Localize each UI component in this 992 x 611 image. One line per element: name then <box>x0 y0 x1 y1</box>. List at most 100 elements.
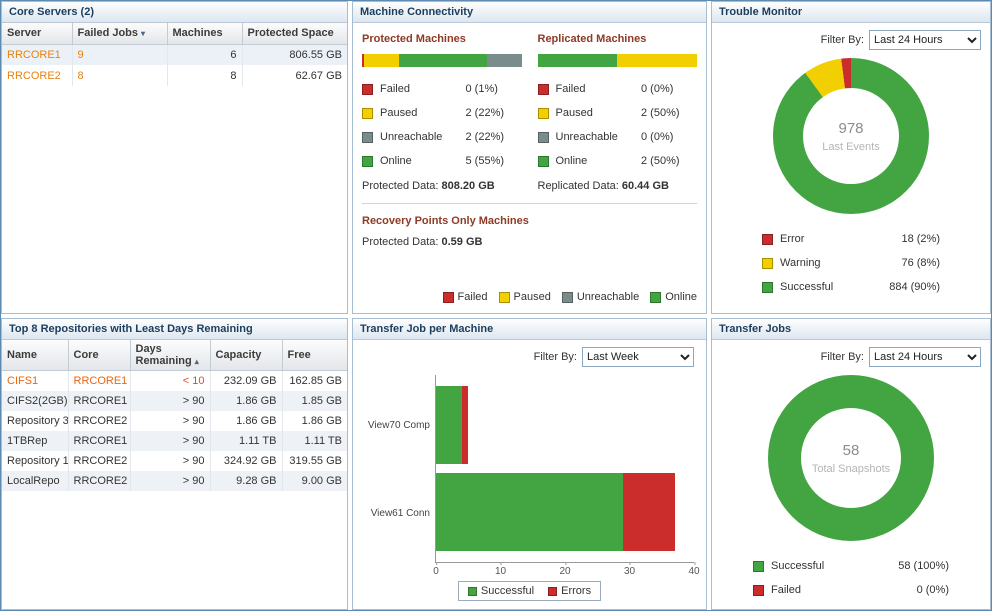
column-header-protected-space[interactable]: Protected Space <box>241 23 347 45</box>
category-label: View61 Conn <box>370 507 430 519</box>
panel-title: Core Servers (2) <box>9 6 94 18</box>
legend-item: Successful 58 (100%) <box>753 554 949 578</box>
table-header-row: Name Core Days Remaining ▴ Capacity Free <box>2 340 347 371</box>
online-color-swatch-icon <box>537 155 549 167</box>
x-axis: 0 10 20 30 40 <box>433 562 700 578</box>
bar-segment-paused <box>364 54 399 67</box>
legend-label: Failed <box>555 83 586 95</box>
column-header-server[interactable]: Server <box>2 23 73 45</box>
panel-trouble-monitor: Trouble Monitor Filter By: Last 24 Hours… <box>711 1 991 314</box>
capacity-value: 1.11 TB <box>210 430 283 451</box>
core-name: RRCORE1 <box>68 370 131 391</box>
trouble-monitor-filter-select[interactable]: Last 24 Hours <box>869 30 981 50</box>
column-header-capacity[interactable]: Capacity <box>209 340 283 371</box>
transfer-jobs-filter-select[interactable]: Last 24 Hours <box>869 347 981 367</box>
bar-segment-successful <box>436 473 624 552</box>
panel-machine-connectivity: Machine Connectivity Protected Machines … <box>352 1 707 314</box>
filter-row: Filter By: Last 24 Hours <box>712 340 990 367</box>
legend-item: Successful <box>467 585 534 597</box>
core-name: RRCORE1 <box>68 430 131 451</box>
sort-asc-icon: ▴ <box>194 357 199 366</box>
transfer-job-bar-chart: View70 Comp View61 Conn 0 10 20 30 40 <box>365 375 700 577</box>
filter-by-label: Filter By: <box>820 351 864 363</box>
bar-view61conn <box>436 473 694 552</box>
column-header-core[interactable]: Core <box>67 340 131 371</box>
bar-view70comp <box>436 385 694 464</box>
table-row: Repository 3 RRCORE2 > 90 1.86 GB 1.86 G… <box>2 410 347 431</box>
panel-transfer-jobs: Transfer Jobs Filter By: Last 24 Hours 5… <box>711 318 991 610</box>
bar-segment-online <box>537 54 618 67</box>
legend-item: Paused 2 (22%) <box>362 101 522 125</box>
section-divider <box>362 203 697 204</box>
panel-transfer-jobs-body: Filter By: Last 24 Hours 58 Total Snapsh… <box>712 340 990 609</box>
successful-color-swatch-icon <box>762 281 773 293</box>
legend-label: Online <box>380 155 412 167</box>
days-remaining-value: > 90 <box>130 470 211 491</box>
column-header-failed-jobs[interactable]: Failed Jobs ▾ <box>71 23 168 45</box>
legend-item: Successful 884 (90%) <box>762 275 940 299</box>
legend-value: 2 (50%) <box>641 155 680 167</box>
failed-color-swatch-icon <box>442 291 454 303</box>
core-name: RRCORE2 <box>68 410 131 431</box>
donut-center: 58 Total Snapshots <box>801 408 901 508</box>
legend-item: Failed 0 (0%) <box>753 578 949 602</box>
successful-color-swatch-icon <box>753 560 764 572</box>
core-server-link[interactable]: RRCORE2 <box>2 65 73 86</box>
repository-name: CIFS2(2GB) <box>2 390 69 411</box>
table-row: 1TBRep RRCORE1 > 90 1.11 TB 1.11 TB <box>2 430 347 451</box>
category-label: View70 Comp <box>367 419 430 431</box>
legend-item: Paused 2 (50%) <box>537 101 698 125</box>
column-header-name[interactable]: Name <box>2 340 69 371</box>
bar-segment-errors <box>461 385 469 464</box>
legend-value: 2 (22%) <box>465 131 505 143</box>
legend-label: Paused <box>380 107 418 119</box>
table-row: LocalRepo RRCORE2 > 90 9.28 GB 9.00 GB <box>2 470 347 491</box>
failed-jobs-count[interactable]: 9 <box>72 44 168 65</box>
core-server-link[interactable]: RRCORE1 <box>2 44 73 65</box>
panel-transfer-job-per-machine-header: Transfer Job per Machine <box>353 319 706 340</box>
failed-jobs-count[interactable]: 8 <box>72 65 168 86</box>
data-value: 60.44 GB <box>621 180 669 192</box>
column-header-days-remaining[interactable]: Days Remaining ▴ <box>129 340 211 371</box>
unreachable-color-swatch-icon <box>561 291 573 303</box>
repository-name: Repository 3 <box>2 410 69 431</box>
capacity-value: 232.09 GB <box>210 370 283 391</box>
bar-segment-online <box>399 54 487 67</box>
days-remaining-value: > 90 <box>130 430 211 451</box>
panel-title: Machine Connectivity <box>360 6 474 18</box>
column-header-free[interactable]: Free <box>281 340 347 371</box>
transfer-job-filter-select[interactable]: Last Week <box>582 347 694 367</box>
legend-label: Unreachable <box>380 131 443 143</box>
legend-label: Paused <box>555 107 593 119</box>
free-space-value: 1.85 GB <box>301 394 342 407</box>
x-axis-tick-label: 0 <box>433 562 439 577</box>
protected-data-summary: Protected Data: 808.20 GB <box>362 180 522 192</box>
section-heading: Replicated Machines <box>537 33 647 45</box>
legend-item: Online 2 (50%) <box>537 149 698 173</box>
error-color-swatch-icon <box>762 233 773 245</box>
legend-item: Failed <box>442 291 488 303</box>
failed-color-swatch-icon <box>362 83 373 95</box>
unreachable-color-swatch-icon <box>537 131 549 143</box>
section-heading: Recovery Points Only Machines <box>362 215 529 227</box>
data-label: Protected Data: <box>362 236 439 248</box>
core-servers-table: Server Failed Jobs ▾ Machines Protected S… <box>2 23 347 86</box>
column-header-machines[interactable]: Machines <box>166 23 243 45</box>
table-header-row: Server Failed Jobs ▾ Machines Protected S… <box>2 23 347 45</box>
core-name: RRCORE2 <box>68 470 131 491</box>
repository-name: 1TBRep <box>2 430 69 451</box>
panel-transfer-job-per-machine: Transfer Job per Machine Filter By: Last… <box>352 318 707 610</box>
table-row: Repository 1 RRCORE2 > 90 324.92 GB 319.… <box>2 450 347 471</box>
legend-label: Successful <box>780 281 834 293</box>
events-count: 978 <box>838 119 864 137</box>
legend-value: 0 (0%) <box>641 131 674 143</box>
filter-row: Filter By: Last Week <box>365 340 694 367</box>
legend-label: Unreachable <box>555 131 618 143</box>
legend-item: Errors <box>548 585 591 597</box>
free-space-value: 1.11 TB <box>304 434 342 447</box>
chart-plot-area: 0 10 20 30 40 <box>433 375 700 577</box>
protected-machines-status-bar <box>362 54 522 67</box>
days-remaining-value: > 90 <box>130 450 211 471</box>
transfer-jobs-legend: Successful 58 (100%) Failed 0 (0%) <box>753 554 949 602</box>
